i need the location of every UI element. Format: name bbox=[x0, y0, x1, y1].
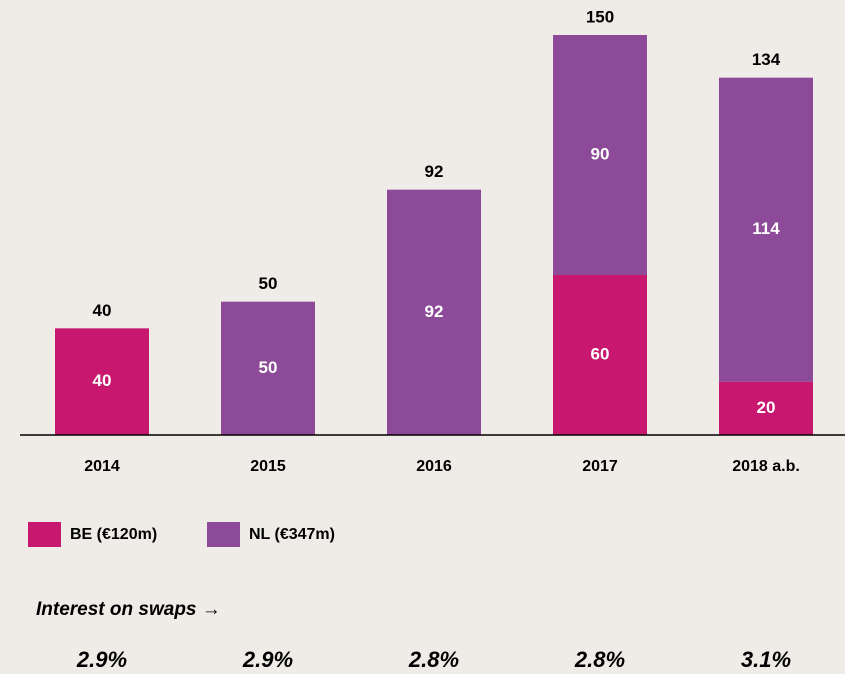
total-label: 92 bbox=[425, 162, 444, 181]
bar-segment bbox=[55, 328, 149, 435]
bar-segment bbox=[553, 35, 647, 275]
segment-label: 92 bbox=[425, 302, 444, 321]
bar-segment bbox=[221, 301, 315, 435]
legend-swatch bbox=[207, 522, 240, 547]
segment-label: 114 bbox=[752, 219, 780, 238]
x-tick-label: 2014 bbox=[84, 458, 120, 475]
segment-label: 50 bbox=[259, 358, 278, 377]
interest-rate: 2.8% bbox=[574, 647, 625, 672]
total-label: 50 bbox=[259, 274, 278, 293]
x-tick-label: 2018 a.b. bbox=[732, 458, 800, 475]
bar-segment bbox=[553, 275, 647, 435]
interest-rate: 2.9% bbox=[76, 647, 127, 672]
total-label: 134 bbox=[752, 50, 781, 69]
legend-label: BE (€120m) bbox=[70, 526, 157, 543]
segment-label: 60 bbox=[591, 344, 610, 363]
segment-label: 40 bbox=[93, 371, 112, 390]
interest-rate: 3.1% bbox=[741, 647, 791, 672]
bar-segment bbox=[719, 77, 813, 382]
interest-title: Interest on swaps → bbox=[36, 599, 221, 620]
interest-rate: 2.8% bbox=[408, 647, 459, 672]
total-label: 150 bbox=[586, 7, 614, 26]
bar-segment bbox=[719, 381, 813, 435]
bar-segment bbox=[387, 189, 481, 435]
segment-label: 90 bbox=[591, 144, 610, 163]
legend-swatch bbox=[28, 522, 61, 547]
total-label: 40 bbox=[93, 301, 112, 320]
x-tick-label: 2015 bbox=[250, 458, 286, 475]
x-tick-label: 2016 bbox=[416, 458, 452, 475]
x-tick-label: 2017 bbox=[582, 458, 618, 475]
legend-label: NL (€347m) bbox=[249, 526, 335, 543]
interest-rate: 2.9% bbox=[242, 647, 293, 672]
segment-label: 20 bbox=[757, 398, 776, 417]
